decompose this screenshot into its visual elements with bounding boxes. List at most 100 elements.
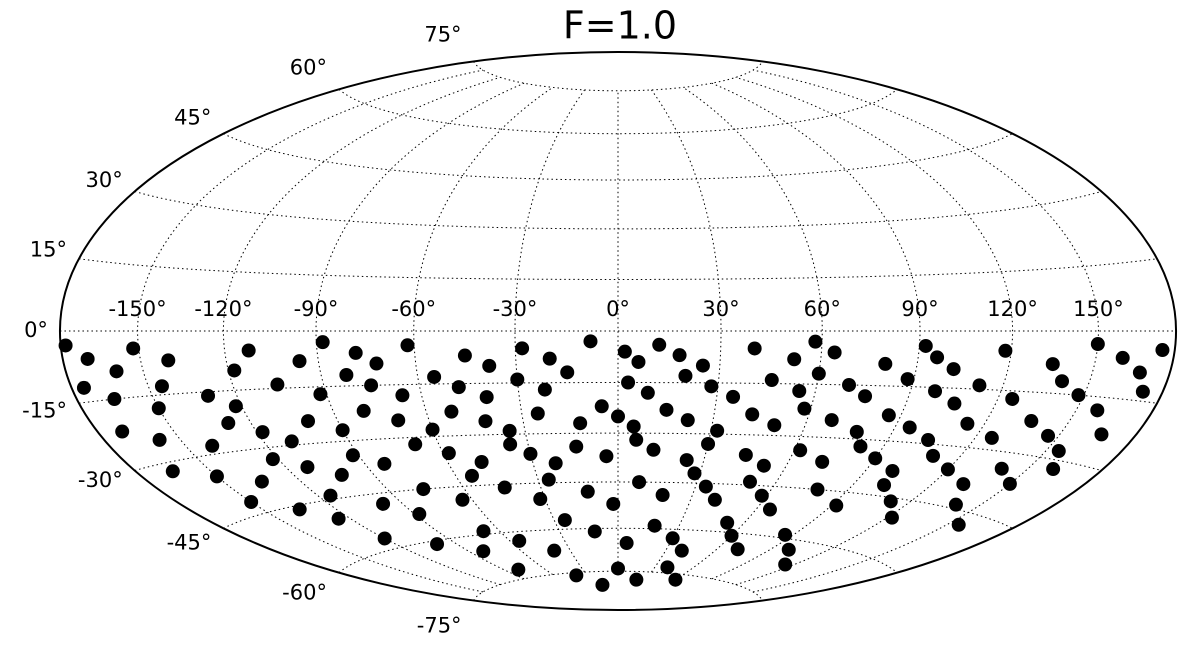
point <box>502 423 517 438</box>
point <box>1071 388 1086 403</box>
point <box>580 484 595 499</box>
y-tick-label: -75° <box>417 614 462 638</box>
grid-line <box>735 76 1014 586</box>
point <box>395 388 410 403</box>
point <box>474 454 489 469</box>
point <box>655 488 670 503</box>
point <box>640 385 655 400</box>
point <box>754 488 769 503</box>
point <box>209 469 224 484</box>
point <box>587 524 602 539</box>
point <box>858 389 873 404</box>
point <box>335 423 350 438</box>
x-tick-label: -150° <box>108 297 166 321</box>
point <box>764 373 779 388</box>
point <box>767 418 782 433</box>
point <box>619 536 634 551</box>
point <box>930 350 945 365</box>
y-tick-label: 15° <box>30 237 67 261</box>
point <box>241 343 256 358</box>
point <box>668 572 683 587</box>
point <box>76 380 91 395</box>
point <box>254 474 269 489</box>
point <box>455 492 470 507</box>
point <box>427 369 442 384</box>
point <box>205 438 220 453</box>
grid-line <box>752 69 1099 593</box>
point <box>154 379 169 394</box>
point <box>569 568 584 583</box>
y-tick-label: 60° <box>290 55 327 79</box>
point <box>724 528 739 543</box>
grid-line <box>78 382 1158 404</box>
point <box>292 354 307 369</box>
point <box>652 337 667 352</box>
point <box>632 475 647 490</box>
point <box>376 496 391 511</box>
point <box>161 353 176 368</box>
point <box>109 364 124 379</box>
point <box>201 388 216 403</box>
point <box>400 338 415 353</box>
point <box>548 456 563 471</box>
point <box>115 424 130 439</box>
point <box>921 433 936 448</box>
point <box>1090 403 1105 418</box>
point <box>464 468 479 483</box>
point <box>994 461 1009 476</box>
x-tick-label: -60° <box>391 297 436 321</box>
point <box>824 413 839 428</box>
point <box>541 472 556 487</box>
grid-line <box>134 432 1102 471</box>
point <box>533 492 548 507</box>
y-tick-label: 45° <box>174 106 211 130</box>
point <box>339 368 354 383</box>
grid-line <box>473 61 763 92</box>
point <box>511 562 526 577</box>
point <box>482 358 497 373</box>
x-tick-label: -30° <box>493 297 538 321</box>
point <box>827 345 842 360</box>
map-boundary <box>58 50 1178 612</box>
point <box>808 334 823 349</box>
point <box>457 348 472 363</box>
point <box>877 478 892 493</box>
point <box>951 517 966 532</box>
grid-line <box>137 69 484 593</box>
grid-line <box>315 82 525 580</box>
point <box>476 544 491 559</box>
point <box>665 531 680 546</box>
point <box>301 414 316 429</box>
point <box>270 377 285 392</box>
point <box>292 502 307 517</box>
point <box>787 352 802 367</box>
point <box>228 399 243 414</box>
point <box>444 404 459 419</box>
point <box>698 479 713 494</box>
point <box>348 345 363 360</box>
point <box>948 497 963 512</box>
point <box>972 378 987 393</box>
point <box>255 425 270 440</box>
y-tick-label: -45° <box>167 530 212 554</box>
point <box>557 513 572 528</box>
grid-line <box>78 258 1158 280</box>
point <box>811 366 826 381</box>
point <box>704 379 719 394</box>
point <box>313 387 328 402</box>
point <box>80 351 95 366</box>
point <box>58 338 73 353</box>
point <box>523 446 538 461</box>
point <box>107 392 122 407</box>
point <box>679 453 694 468</box>
point <box>695 358 710 373</box>
point <box>810 482 825 497</box>
point <box>853 439 868 454</box>
point <box>793 443 808 458</box>
point <box>900 372 915 387</box>
point <box>510 372 525 387</box>
point <box>479 390 494 405</box>
point <box>1005 391 1020 406</box>
point <box>762 502 777 517</box>
point <box>364 378 379 393</box>
